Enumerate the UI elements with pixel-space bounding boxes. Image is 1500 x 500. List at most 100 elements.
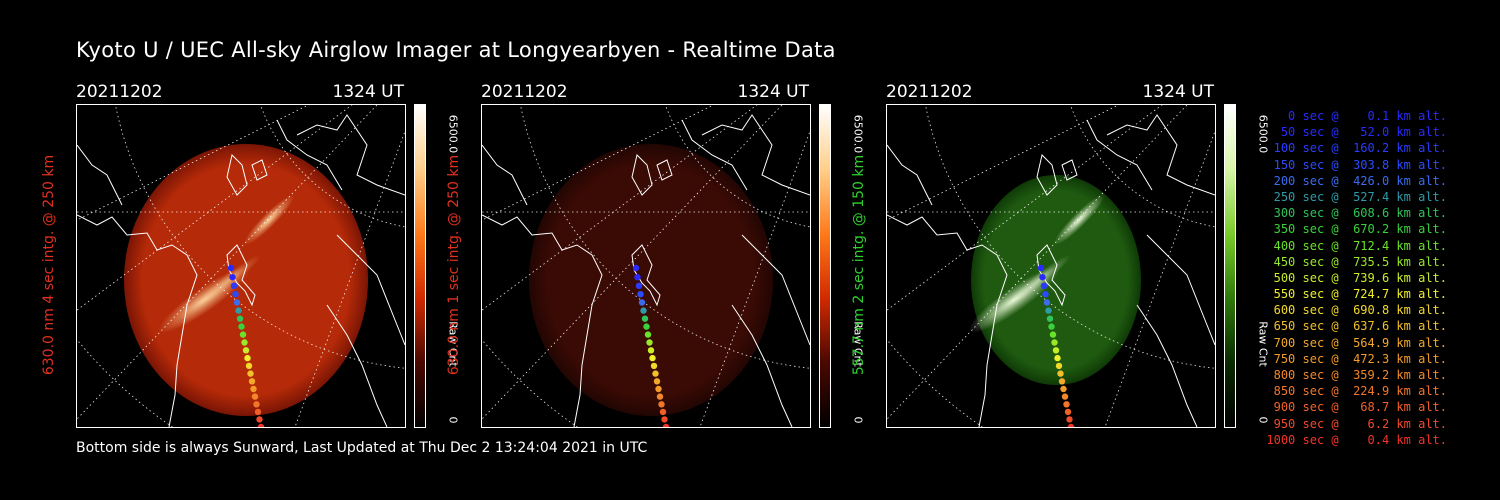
trajectory-dot [1046,315,1054,322]
trajectory-dot [1042,291,1049,298]
legend-row: 600 sec @ 690.8 km alt. [1266,303,1447,318]
image-date: 20211202 [886,82,973,102]
lat-lon-grid [77,105,405,427]
trajectory-dot [653,378,661,385]
trajectory-dot [244,354,251,362]
trajectory-dot [638,299,646,306]
trajectory-dot [646,339,653,346]
legend-row: 700 sec @ 564.9 km alt. [1266,335,1447,350]
trajectory-dot [242,347,250,354]
trajectory-dot [235,307,242,314]
sky-image [77,105,405,427]
trajectory-dot [256,416,263,423]
trajectory-dot [1063,401,1070,408]
image-time: 1324 UT [332,82,405,102]
legend-row: 750 sec @ 472.3 km alt. [1266,351,1447,366]
trajectory-dot [1040,282,1048,289]
image-panel-3: 20211202 1324 UT 557.7 nm 2 sec intg. @ … [851,82,1286,432]
legend-row: 950 sec @ 6.2 km alt. [1266,416,1447,431]
trajectory-dot [1045,307,1052,314]
trajectory-dot [644,331,652,338]
trajectory-dot [1067,423,1075,427]
image-panel-2: 20211202 1324 UT 630.0 nm 1 sec intg. @ … [446,82,881,432]
allsky-frame [481,104,811,428]
trajectory-dot [1055,362,1063,370]
trajectory-dot [1048,323,1055,330]
trajectory-dot [649,354,656,362]
trajectory-dot [1037,264,1045,272]
coastline-map [77,114,405,427]
trajectory-dot [659,408,667,416]
trajectory-dot [1066,416,1073,423]
legend-row: 250 sec @ 527.4 km alt. [1266,189,1447,204]
trajectory-dot [229,274,236,281]
trajectory-dot [632,264,640,272]
image-time: 1324 UT [1142,82,1215,102]
colorbar [819,104,831,428]
trajectory-dot [640,307,647,314]
lat-lon-grid [887,105,1215,427]
legend-row: 550 sec @ 724.7 km alt. [1266,287,1447,302]
legend-row: 150 sec @ 303.8 km alt. [1266,157,1447,172]
legend-row: 50 sec @ 52.0 km alt. [1266,125,1447,140]
legend-row: 100 sec @ 160.2 km alt. [1266,141,1447,156]
trajectory-dot [661,416,668,423]
trajectory-dot [250,385,257,393]
trajectory-legend: 0 sec @ 0.1 km alt. 50 sec @ 52.0 km alt… [1262,108,1447,448]
trajectory-dot [230,282,238,289]
legend-row: 500 sec @ 739.6 km alt. [1266,270,1447,285]
trajectory-dot [232,291,239,298]
trajectory-dot [247,370,254,377]
legend-row: 650 sec @ 637.6 km alt. [1266,319,1447,334]
legend-row: 0 sec @ 0.1 km alt. [1266,109,1447,123]
trajectory-dot [1043,299,1051,306]
trajectory-dot [637,291,644,298]
legend-row: 300 sec @ 608.6 km alt. [1266,206,1447,221]
trajectory-dot [253,401,260,408]
trajectory-dot [1054,354,1061,362]
trajectory-dot [236,315,244,322]
trajectory-dot [254,408,262,416]
trajectory-dot [1061,393,1069,400]
colorbar [414,104,426,428]
legend-row: 200 sec @ 426.0 km alt. [1266,173,1447,188]
trajectory-dot [1058,378,1066,385]
trajectory-dot [1064,408,1072,416]
legend-row: 350 sec @ 670.2 km alt. [1266,222,1447,237]
legend-row: 1000 sec @ 0.4 km alt. [1266,432,1447,447]
trajectory-dot [248,378,256,385]
trajectory-dot [635,282,643,289]
page-title: Kyoto U / UEC All-sky Airglow Imager at … [76,38,836,62]
trajectory-dot [233,299,241,306]
trajectory-dot [257,423,265,427]
image-date: 20211202 [76,82,163,102]
trajectory-dot [245,362,253,370]
trajectory-dot [662,423,670,427]
trajectory-dot [1049,331,1057,338]
sky-image [887,105,1215,427]
legend-row: 850 sec @ 224.9 km alt. [1266,384,1447,399]
trajectory-dot [1060,385,1067,393]
trajectory-dot [643,323,650,330]
image-time: 1324 UT [737,82,810,102]
legend-row: 450 sec @ 735.5 km alt. [1266,254,1447,269]
allsky-frame [886,104,1216,428]
allsky-frame [76,104,406,428]
footer-status: Bottom side is always Sunward, Last Upda… [76,440,648,456]
trajectory-dot [227,264,235,272]
colorbar [1224,104,1236,428]
trajectory-dot [658,401,665,408]
trajectory-dot [656,393,664,400]
trajectory-dot [238,323,245,330]
trajectory-dot [655,385,662,393]
image-panel-1: 20211202 1324 UT 630.0 nm 4 sec intg. @ … [41,82,476,432]
lat-lon-grid [482,105,810,427]
trajectory-dot [1039,274,1046,281]
trajectory-dot [634,274,641,281]
trajectory-dot [650,362,658,370]
trajectory-dot [239,331,247,338]
trajectory-dot [251,393,259,400]
legend-row: 400 sec @ 712.4 km alt. [1266,238,1447,253]
trajectory-dot [241,339,248,346]
sky-image [482,105,810,427]
